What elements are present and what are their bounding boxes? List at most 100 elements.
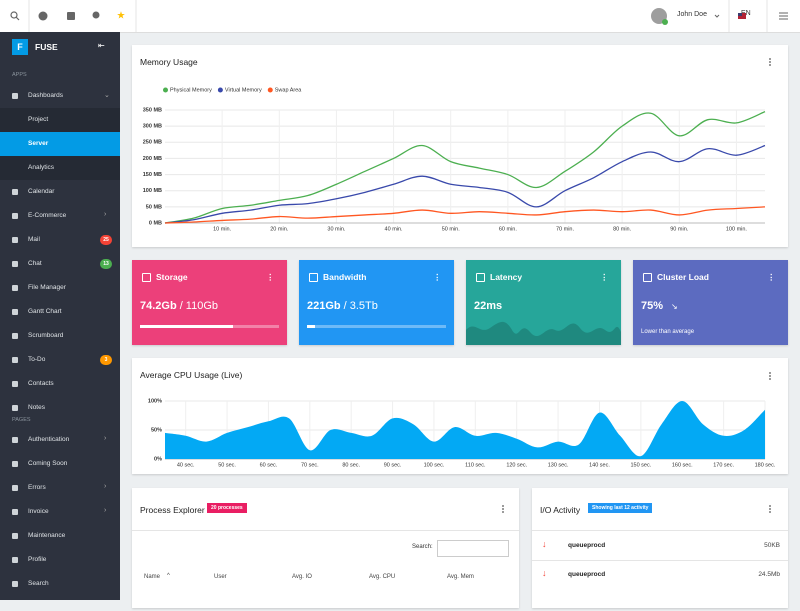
language[interactable]: EN (741, 10, 751, 17)
io-list: ↓ queueprocd 50KB ↓ queueprocd 24.5Mb (532, 530, 788, 611)
cpu-card: Average CPU Usage (Live) (132, 358, 788, 474)
item-icon (12, 581, 18, 587)
brand: FUSE (35, 42, 58, 52)
column-header[interactable]: User (214, 574, 227, 580)
nav-item[interactable]: Errors (28, 484, 46, 491)
nav-item[interactable]: Gantt Chart (28, 308, 62, 315)
item-icon (12, 405, 18, 411)
item-icon (12, 557, 18, 563)
nav-item[interactable]: Dashboards (28, 92, 64, 99)
nav-item[interactable]: Notes (28, 404, 45, 411)
widget-icon (142, 273, 151, 282)
badge: Showing last 12 activity (588, 503, 653, 513)
widget-card: Cluster Load ⋮ 75% ↘ Lower than average (633, 260, 788, 345)
widget-value: 75% (641, 300, 663, 312)
nav-item[interactable]: Contacts (28, 380, 54, 387)
nav-item[interactable]: Chat (28, 260, 42, 267)
item-icon (12, 533, 18, 539)
section-title: APPS (12, 72, 27, 78)
io-card: I/O Activity Showing last 12 activity ↓ q… (532, 488, 788, 608)
chevron: › (104, 435, 107, 442)
chevron: › (104, 211, 107, 218)
item-icon (12, 333, 18, 339)
sub-item[interactable]: Server (28, 140, 49, 147)
widget-title: Latency (490, 272, 523, 282)
nav-item[interactable]: Scrumboard (28, 332, 64, 339)
card-title: Process Explorer (140, 505, 205, 515)
nav-item[interactable]: To-Do (28, 356, 46, 363)
widget-note: Lower than average (641, 329, 695, 335)
item-icon (12, 213, 18, 219)
nav-item[interactable]: Coming Soon (28, 460, 68, 467)
badge: 3 (100, 355, 112, 365)
widget-icon (309, 273, 318, 282)
nav-item[interactable]: Authentication (28, 436, 70, 443)
value: 75% (641, 300, 664, 312)
progress-fill (140, 325, 234, 328)
process-card: Process Explorer 20 processes Search: Na… (132, 488, 519, 608)
item-icon (12, 461, 18, 467)
sub-item[interactable]: Project (28, 116, 49, 123)
value: 22ms (474, 300, 503, 312)
progress-track (140, 325, 279, 328)
card-title: Memory Usage (140, 57, 198, 67)
column-header[interactable]: Name (144, 574, 161, 580)
item-icon (12, 357, 18, 363)
nav-item[interactable]: Invoice (28, 508, 49, 515)
chevron: › (104, 483, 107, 490)
total: / 3.5Tb (343, 300, 378, 312)
divider (532, 560, 788, 561)
nav-item[interactable]: Maintenance (28, 532, 66, 539)
badge: 25 (100, 235, 112, 245)
widget-title: Storage (156, 272, 188, 282)
progress-track (307, 325, 446, 328)
sub-item[interactable]: Analytics (28, 164, 55, 171)
search-input[interactable] (437, 540, 509, 557)
widget-value: 22ms (474, 300, 502, 312)
card-title: I/O Activity (540, 505, 581, 515)
total: / 110Gb (179, 300, 219, 312)
nav-item[interactable]: File Manager (28, 284, 66, 291)
widget-menu[interactable]: ⋮ (433, 272, 442, 282)
widget-menu[interactable]: ⋮ (600, 272, 609, 282)
widget-value: 74.2Gb/ 110Gb (140, 300, 218, 312)
value: 221Gb (307, 300, 341, 312)
widget-menu[interactable]: ⋮ (266, 272, 275, 282)
memory-card: Memory Usage (132, 45, 788, 247)
fold-button[interactable]: ⇤ (98, 41, 105, 50)
column-header[interactable]: Avg. Mem (447, 574, 474, 580)
card-title: Average CPU Usage (Live) (140, 370, 243, 380)
nav-item[interactable]: Search (28, 580, 49, 587)
widget-title: Cluster Load (657, 272, 709, 282)
nav-item[interactable]: Calendar (28, 188, 55, 195)
widget-card: Latency ⋮ 22ms (466, 260, 621, 345)
io-value: 50KB (764, 542, 780, 549)
sidebar: F FUSE ⇤ APPS Dashboards ⌄ Project Server Ana… (0, 32, 120, 600)
badge: 20 processes (207, 503, 247, 513)
item-icon (12, 485, 18, 491)
item-icon (12, 381, 18, 387)
search-label: Search: (412, 544, 433, 550)
trend-icon: ↘ (671, 302, 678, 311)
user-name[interactable]: John Doe (677, 11, 707, 18)
divider (132, 530, 519, 531)
table-header: Name User Avg. IO Avg. CPU Avg. Mem ^ (132, 573, 519, 588)
item-icon (12, 93, 18, 99)
nav-item[interactable]: Mail (28, 236, 40, 243)
item-icon (12, 285, 18, 291)
chevron: ⌄ (104, 92, 110, 99)
active-item[interactable] (0, 132, 120, 156)
column-header[interactable]: Avg. CPU (369, 574, 396, 580)
widget-title: Bandwidth (323, 272, 367, 282)
io-value: 24.5Mb (758, 571, 780, 578)
nav-item[interactable]: E-Commerce (28, 212, 67, 219)
nav-item[interactable]: Profile (28, 556, 47, 563)
widget-value: 221Gb/ 3.5Tb (307, 300, 378, 312)
widget-menu[interactable]: ⋮ (767, 272, 776, 282)
item-icon (12, 237, 18, 243)
progress-fill (307, 325, 316, 328)
column-header[interactable]: Avg. IO (292, 574, 312, 580)
badge: 13 (100, 259, 112, 269)
chevron: › (104, 507, 107, 514)
